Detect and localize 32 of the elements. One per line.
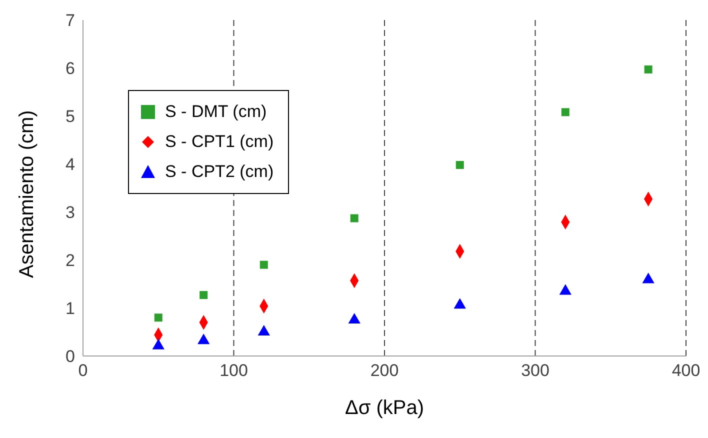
point <box>454 298 466 309</box>
x-axis-title: Δσ (kPa) <box>344 397 424 419</box>
y-tick-label: 5 <box>66 107 75 126</box>
point <box>456 160 464 169</box>
point <box>198 334 210 344</box>
x-tick-label: 0 <box>78 361 88 380</box>
x-tick-label: 400 <box>672 361 700 380</box>
point <box>348 312 360 324</box>
point <box>644 65 652 74</box>
point <box>200 291 208 300</box>
y-tick-label: 0 <box>66 347 75 366</box>
point <box>559 284 572 295</box>
y-tick-label: 3 <box>66 203 75 222</box>
point <box>260 260 268 269</box>
point <box>152 338 164 350</box>
y-tick-label: 7 <box>66 11 75 30</box>
legend-label: S - DMT (cm) <box>165 101 267 123</box>
legend-label: S - CPT1 (cm) <box>165 131 274 153</box>
y-tick-label: 2 <box>66 251 75 270</box>
point <box>350 214 358 222</box>
y-tick-label: 4 <box>66 155 75 174</box>
y-tick-label: 1 <box>66 299 75 318</box>
x-tick-label: 100 <box>220 361 248 380</box>
point <box>258 324 270 336</box>
point <box>154 314 162 322</box>
point <box>642 272 654 284</box>
y-axis-title: Asentamiento (cm) <box>16 110 38 278</box>
x-tick-label: 300 <box>521 361 550 380</box>
point <box>561 108 570 116</box>
legend-label: S - CPT2 (cm) <box>165 161 274 183</box>
x-tick-label: 200 <box>370 361 399 380</box>
y-tick-label: 6 <box>66 59 75 78</box>
